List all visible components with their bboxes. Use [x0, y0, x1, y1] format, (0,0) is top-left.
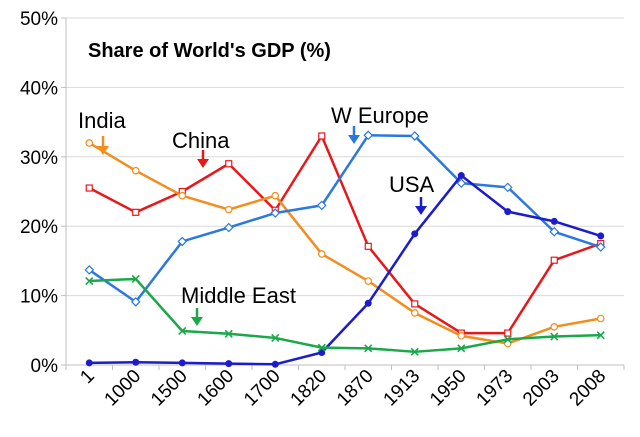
- data-point-middle-east: [271, 333, 280, 342]
- y-tick-label: 10%: [20, 287, 58, 308]
- series-line-india: [88, 141, 601, 345]
- data-point-china: [318, 132, 326, 140]
- data-point-w-europe: [409, 131, 420, 141]
- data-point-china: [85, 184, 93, 192]
- y-tick-labels: 0% 10% 20% 30% 40% 50%: [20, 9, 58, 377]
- data-point-w-europe: [130, 296, 141, 307]
- data-point-w-europe: [549, 226, 560, 237]
- data-point-china: [411, 300, 419, 308]
- usa-arrow-head: [415, 206, 427, 215]
- data-point-usa: [132, 358, 140, 366]
- data-point-middle-east: [131, 274, 140, 284]
- data-point-middle-east: [224, 329, 233, 338]
- data-point-usa: [550, 217, 558, 225]
- data-point-india: [271, 191, 280, 200]
- data-point-w-europe: [595, 242, 606, 252]
- data-point-china: [364, 242, 372, 250]
- series-line-middle-east: [89, 277, 601, 354]
- data-point-china: [504, 329, 512, 337]
- data-point-usa: [411, 230, 419, 238]
- usa-label: USA: [389, 172, 435, 197]
- data-point-usa: [364, 299, 372, 307]
- india-callout: India: [78, 108, 126, 155]
- series-usa: [85, 172, 605, 368]
- data-point-middle-east: [178, 326, 187, 336]
- data-point-india: [550, 323, 559, 331]
- india-label: India: [78, 108, 126, 133]
- series-line-china: [88, 134, 602, 335]
- data-point-middle-east: [364, 344, 373, 353]
- data-point-w-europe: [363, 130, 374, 141]
- y-tick-label: 20%: [20, 217, 58, 238]
- data-point-usa: [597, 232, 605, 240]
- china-arrow-head: [197, 159, 209, 168]
- data-point-india: [178, 191, 187, 200]
- data-point-w-europe: [502, 182, 513, 193]
- data-point-china: [132, 208, 140, 216]
- data-point-usa: [318, 349, 326, 357]
- data-point-middle-east: [457, 344, 466, 353]
- data-point-w-europe: [270, 208, 281, 218]
- data-point-usa: [504, 208, 512, 216]
- data-point-india: [410, 309, 419, 317]
- china-label: China: [172, 128, 230, 153]
- data-point-india: [596, 314, 605, 323]
- data-point-w-europe: [177, 236, 188, 247]
- y-tick-label: 50%: [20, 9, 58, 30]
- series-line-w-europe: [88, 134, 602, 304]
- data-point-middle-east: [85, 276, 94, 286]
- data-point-w-europe: [84, 265, 95, 275]
- chart-title: Share of World's GDP (%): [88, 40, 331, 62]
- china-callout: China: [172, 128, 230, 168]
- middle-east-label: Middle East: [181, 283, 296, 308]
- india-arrow-head: [97, 146, 109, 155]
- w-europe-label: W Europe: [331, 103, 429, 128]
- data-point-usa: [457, 172, 465, 180]
- data-point-india: [224, 205, 233, 214]
- data-point-middle-east: [550, 332, 559, 341]
- data-point-india: [364, 277, 373, 285]
- y-tick-label: 40%: [20, 78, 58, 99]
- data-point-usa: [225, 360, 233, 368]
- data-point-china: [225, 160, 233, 168]
- data-point-india: [317, 250, 326, 258]
- data-point-india: [457, 332, 466, 340]
- data-point-middle-east: [410, 347, 419, 356]
- series-line-usa: [89, 174, 602, 366]
- usa-callout: USA: [389, 172, 435, 215]
- data-point-w-europe: [223, 222, 234, 233]
- data-point-middle-east: [317, 343, 326, 352]
- data-point-middle-east: [503, 335, 512, 344]
- series-w-europe: [84, 130, 606, 307]
- data-point-usa: [271, 360, 279, 368]
- w-europe-arrow-head: [348, 135, 360, 144]
- data-point-usa: [85, 359, 93, 367]
- series-lines: [84, 130, 606, 368]
- data-point-w-europe: [316, 200, 327, 211]
- middle-east-arrow-head: [191, 317, 203, 326]
- series-middle-east: [85, 274, 605, 356]
- data-point-india: [85, 139, 94, 147]
- middle-east-callout: Middle East: [181, 283, 296, 326]
- gridlines: [61, 17, 625, 370]
- data-point-usa: [178, 359, 186, 367]
- y-tick-label: 30%: [20, 148, 58, 169]
- data-point-china: [550, 256, 558, 264]
- w-europe-callout: W Europe: [331, 103, 429, 144]
- y-tick-label: 0%: [31, 356, 59, 377]
- data-point-india: [131, 166, 140, 175]
- data-point-w-europe: [456, 178, 467, 189]
- data-point-middle-east: [596, 331, 605, 340]
